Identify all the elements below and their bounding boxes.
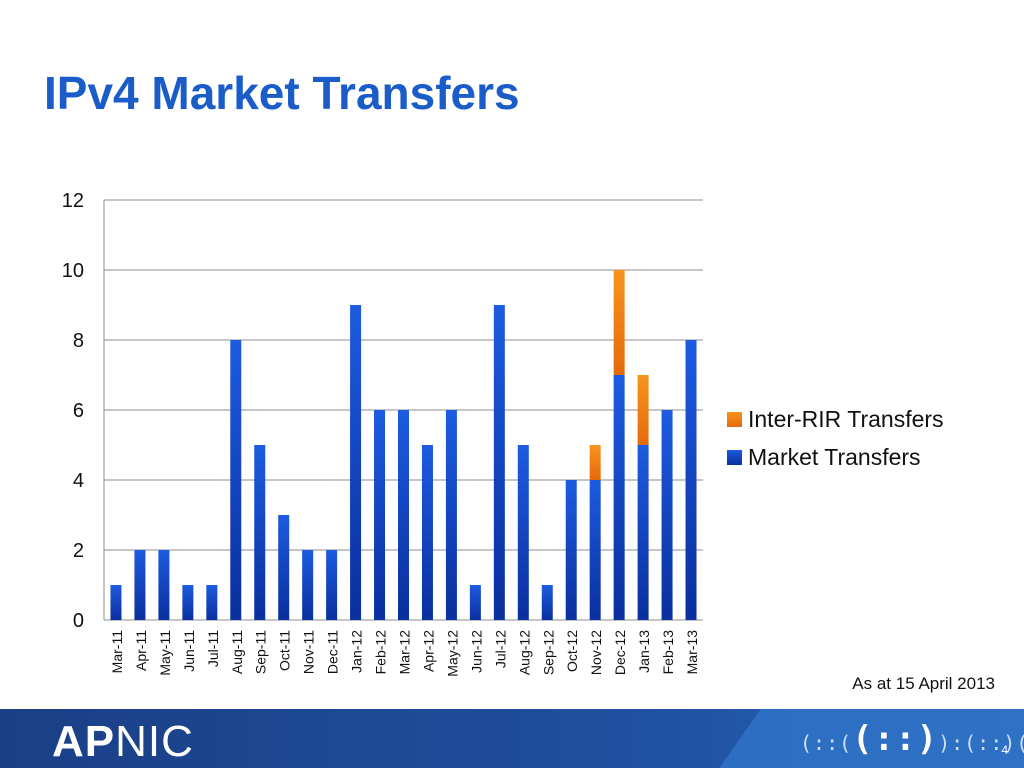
bar-market-transfers [398, 410, 409, 620]
legend-item-inter-rir: Inter-RIR Transfers [727, 400, 944, 438]
x-tick-label: Jun-12 [468, 630, 484, 673]
y-axis: 0 2 4 6 8 10 12 [62, 190, 105, 632]
logo-text-bold: AP [52, 717, 116, 766]
stacked-bar-chart: 0 2 4 6 8 10 12 Mar-11 Apr-11 May-11 Jun-11 Jul-11… [62, 190, 703, 677]
x-tick-label: Apr-11 [133, 630, 149, 671]
x-tick-label: May-12 [444, 630, 460, 677]
bar-market-transfers [302, 550, 314, 620]
x-tick-label: Jun-11 [181, 630, 197, 672]
bar-market-transfers [661, 410, 673, 620]
bar-market-transfers [158, 550, 170, 620]
y-tick-label: 8 [73, 330, 84, 352]
bar-market-transfers [517, 445, 529, 620]
x-tick-label: Mar-12 [397, 630, 413, 675]
x-tick-label: May-11 [157, 630, 173, 676]
x-tick-label: Nov-11 [301, 630, 317, 674]
slide-title: IPv4 Market Transfers [44, 67, 520, 119]
bar-inter-rir-transfers [637, 375, 649, 445]
bar-market-transfers [254, 445, 266, 620]
y-tick-label: 10 [62, 260, 84, 282]
bar-market-transfers [134, 550, 146, 620]
x-tick-label: Mar-11 [109, 630, 125, 674]
bar-market-transfers [374, 410, 386, 620]
footer-bar: APNIC (::((::)):(::)(::):(::) 4 [0, 709, 1024, 768]
bar-market-transfers [445, 410, 457, 620]
x-tick-label: Apr-12 [420, 630, 436, 672]
x-tick-label: Oct-11 [277, 630, 293, 671]
bar-market-transfers [110, 585, 122, 620]
x-axis-tick-labels: Mar-11 Apr-11 May-11 Jun-11 Jul-11 Aug-11 Sep-… [109, 630, 700, 677]
x-tick-label: Dec-12 [612, 630, 628, 675]
apnic-logo: APNIC [52, 717, 194, 767]
chart-legend: Inter-RIR Transfers Market Transfers [727, 400, 944, 476]
brand-pattern-center: (::) [852, 719, 939, 759]
page-number: 4 [1001, 743, 1008, 757]
y-tick-label: 12 [62, 190, 84, 212]
legend-item-market: Market Transfers [727, 438, 944, 476]
bar-inter-rir-transfers [589, 445, 601, 480]
bar-inter-rir-transfers [613, 270, 625, 375]
bar-market-transfers [685, 340, 697, 620]
x-tick-label: Aug-11 [229, 630, 245, 674]
brand-pattern-right: ):(::)(::):(::) [938, 731, 1024, 755]
legend-label-market: Market Transfers [748, 443, 921, 470]
bar-market-transfers [637, 445, 649, 620]
x-tick-label: Aug-12 [516, 630, 532, 675]
bars [110, 270, 697, 620]
x-tick-label: Sep-11 [253, 630, 269, 674]
bar-market-transfers [541, 585, 553, 620]
brand-pattern-left: (::( [800, 731, 853, 755]
x-tick-label: Feb-12 [373, 630, 389, 675]
x-tick-label: Jan-13 [636, 630, 652, 673]
x-tick-label: Mar-13 [684, 630, 700, 675]
y-tick-label: 2 [73, 540, 84, 562]
y-tick-label: 0 [73, 610, 84, 632]
x-tick-label: Sep-12 [540, 630, 556, 675]
x-tick-label: Nov-12 [588, 630, 604, 675]
x-tick-label: Oct-12 [564, 630, 580, 672]
bar-market-transfers [182, 585, 194, 620]
bar-market-transfers [613, 375, 625, 620]
bar-market-transfers [230, 340, 242, 620]
y-tick-label: 4 [73, 470, 84, 492]
legend-label-inter-rir: Inter-RIR Transfers [748, 405, 944, 432]
bar-market-transfers [493, 305, 505, 620]
y-tick-label: 6 [73, 400, 84, 422]
bar-market-transfers [469, 585, 481, 620]
x-tick-label: Dec-11 [325, 630, 341, 674]
bar-market-transfers [326, 550, 338, 620]
brand-pattern: (::((::)):(::)(::):(::) [800, 719, 1024, 759]
logo-text-rest: NIC [115, 717, 194, 766]
legend-swatch-inter-rir [727, 411, 742, 427]
bar-market-transfers [350, 305, 362, 620]
bar-market-transfers [421, 445, 433, 620]
bar-market-transfers [589, 480, 601, 620]
x-tick-label: Jan-12 [349, 630, 365, 673]
bar-market-transfers [278, 515, 290, 620]
legend-swatch-market [727, 449, 742, 465]
bar-market-transfers [565, 480, 577, 620]
x-tick-label: Jul-12 [492, 630, 508, 668]
x-tick-label: Jul-11 [205, 630, 221, 667]
x-tick-label: Feb-13 [660, 630, 676, 675]
date-note: As at 15 April 2013 [852, 674, 995, 693]
bar-market-transfers [206, 585, 218, 620]
